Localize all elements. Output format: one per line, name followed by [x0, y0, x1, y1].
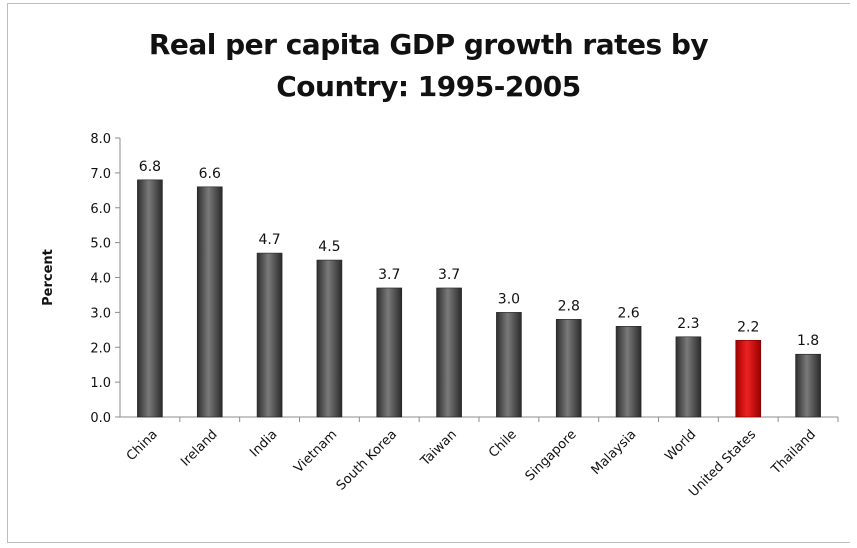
y-tick-label: 0.0	[90, 411, 111, 426]
category-label: South Korea	[334, 427, 400, 493]
bar-india	[256, 252, 283, 418]
data-label: 4.7	[258, 232, 280, 248]
category-label: China	[124, 427, 161, 464]
axes: 0.0 1.0 2.0 3.0 4.0 5.0 6.0 7.0 8.0 Percent	[41, 132, 839, 426]
category-label: Vietnam	[291, 427, 340, 476]
data-label: 3.0	[498, 291, 520, 307]
category-label: Chile	[486, 427, 520, 461]
data-label: 2.6	[617, 305, 639, 321]
data-label: 6.6	[199, 166, 221, 182]
y-tick-label: 1.0	[90, 376, 111, 391]
category-label: India	[247, 427, 280, 460]
data-label: 2.3	[677, 316, 699, 332]
category-label: Singapore	[523, 427, 580, 484]
data-label: 2.2	[737, 319, 759, 335]
data-labels: 6.8 6.6 4.7 4.5 3.7 3.7 3.0 2.8 2.6 2.3 2.2 1.8	[139, 159, 819, 349]
bar-world	[675, 336, 702, 418]
data-label: 3.7	[378, 267, 400, 283]
y-tick-label: 3.0	[90, 306, 111, 321]
y-tick-label: 4.0	[90, 272, 111, 287]
y-tick-label: 5.0	[90, 237, 111, 252]
bar-south-korea	[376, 287, 403, 418]
y-axis-label: Percent	[41, 249, 56, 306]
category-label: Malaysia	[589, 427, 640, 478]
category-label: World	[662, 427, 699, 464]
bar-vietnam	[316, 259, 343, 418]
data-label: 6.8	[139, 159, 161, 175]
y-tick-label: 6.0	[90, 202, 111, 217]
y-tick-label: 7.0	[90, 167, 111, 182]
bar-chile	[496, 312, 522, 418]
data-label: 1.8	[797, 333, 819, 349]
bar-singapore	[555, 319, 582, 418]
category-label: Taiwan	[417, 427, 460, 470]
bar-taiwan	[436, 287, 462, 418]
bar-ireland	[196, 186, 223, 418]
y-tick-label: 2.0	[90, 341, 111, 356]
data-label: 4.5	[318, 239, 340, 255]
category-label: Thailand	[768, 427, 819, 478]
chart-title: Real per capita GDP growth rates by Coun…	[148, 28, 709, 103]
bar-china	[137, 179, 163, 418]
data-label: 3.7	[438, 267, 460, 283]
y-tick-label: 8.0	[90, 132, 111, 147]
bar-thailand	[795, 353, 821, 418]
category-label: Ireland	[178, 427, 220, 469]
bars	[137, 179, 821, 418]
data-label: 2.8	[558, 298, 580, 314]
bar-united-states	[735, 339, 762, 418]
bar-malaysia	[615, 326, 642, 418]
